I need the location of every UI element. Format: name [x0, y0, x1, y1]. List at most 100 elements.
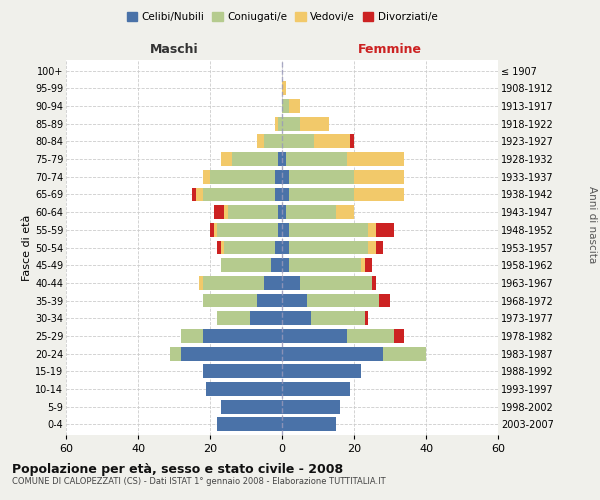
- Bar: [217, 240, 221, 254]
- Bar: [372, 276, 376, 290]
- Bar: [282, 99, 289, 113]
- Bar: [289, 170, 354, 183]
- Bar: [181, 329, 203, 343]
- Bar: [282, 294, 307, 308]
- Bar: [282, 400, 340, 413]
- Bar: [282, 312, 311, 325]
- Bar: [203, 170, 210, 183]
- Bar: [196, 188, 203, 202]
- Bar: [217, 223, 278, 236]
- Bar: [282, 152, 286, 166]
- Bar: [361, 258, 365, 272]
- Bar: [282, 170, 289, 183]
- Bar: [221, 240, 224, 254]
- Bar: [350, 134, 354, 148]
- Bar: [224, 205, 228, 219]
- Bar: [336, 205, 354, 219]
- Bar: [275, 188, 282, 202]
- Bar: [221, 258, 271, 272]
- Bar: [383, 346, 426, 360]
- Bar: [214, 205, 224, 219]
- Bar: [300, 276, 372, 290]
- Bar: [282, 346, 383, 360]
- Bar: [282, 205, 286, 219]
- Bar: [307, 294, 379, 308]
- Bar: [271, 258, 282, 272]
- Bar: [278, 205, 282, 219]
- Bar: [217, 312, 250, 325]
- Bar: [257, 294, 282, 308]
- Bar: [282, 382, 350, 396]
- Bar: [181, 346, 282, 360]
- Bar: [282, 188, 289, 202]
- Text: Maschi: Maschi: [149, 42, 199, 56]
- Bar: [365, 312, 368, 325]
- Bar: [376, 223, 394, 236]
- Bar: [347, 329, 394, 343]
- Bar: [278, 117, 282, 130]
- Bar: [278, 223, 282, 236]
- Bar: [264, 134, 282, 148]
- Text: COMUNE DI CALOPEZZATI (CS) - Dati ISTAT 1° gennaio 2008 - Elaborazione TUTTITALI: COMUNE DI CALOPEZZATI (CS) - Dati ISTAT …: [12, 478, 386, 486]
- Bar: [203, 364, 282, 378]
- Bar: [368, 240, 376, 254]
- Bar: [192, 188, 196, 202]
- Bar: [286, 205, 336, 219]
- Bar: [282, 329, 347, 343]
- Bar: [228, 205, 278, 219]
- Bar: [282, 418, 336, 432]
- Bar: [221, 152, 232, 166]
- Bar: [354, 170, 404, 183]
- Bar: [199, 276, 203, 290]
- Bar: [282, 258, 289, 272]
- Bar: [282, 82, 286, 95]
- Bar: [203, 188, 275, 202]
- Bar: [282, 134, 314, 148]
- Bar: [289, 258, 361, 272]
- Bar: [365, 258, 372, 272]
- Bar: [275, 240, 282, 254]
- Bar: [286, 152, 347, 166]
- Bar: [206, 382, 282, 396]
- Bar: [289, 223, 368, 236]
- Bar: [300, 117, 329, 130]
- Bar: [347, 152, 404, 166]
- Bar: [264, 276, 282, 290]
- Bar: [275, 117, 278, 130]
- Bar: [282, 364, 361, 378]
- Text: Popolazione per età, sesso e stato civile - 2008: Popolazione per età, sesso e stato civil…: [12, 462, 343, 475]
- Bar: [210, 223, 214, 236]
- Bar: [250, 312, 282, 325]
- Bar: [203, 276, 264, 290]
- Bar: [217, 418, 282, 432]
- Bar: [210, 170, 275, 183]
- Text: Femmine: Femmine: [358, 42, 422, 56]
- Bar: [282, 240, 289, 254]
- Bar: [203, 329, 282, 343]
- Bar: [289, 99, 300, 113]
- Bar: [314, 134, 350, 148]
- Bar: [289, 240, 368, 254]
- Bar: [282, 276, 300, 290]
- Bar: [379, 294, 390, 308]
- Legend: Celibi/Nubili, Coniugati/e, Vedovi/e, Divorziati/e: Celibi/Nubili, Coniugati/e, Vedovi/e, Di…: [122, 8, 442, 26]
- Bar: [221, 400, 282, 413]
- Bar: [224, 240, 275, 254]
- Bar: [368, 223, 376, 236]
- Bar: [278, 152, 282, 166]
- Bar: [282, 223, 289, 236]
- Bar: [203, 294, 257, 308]
- Bar: [354, 188, 404, 202]
- Bar: [311, 312, 365, 325]
- Bar: [275, 170, 282, 183]
- Bar: [232, 152, 278, 166]
- Bar: [289, 188, 354, 202]
- Bar: [214, 223, 217, 236]
- Text: Anni di nascita: Anni di nascita: [587, 186, 597, 264]
- Bar: [257, 134, 264, 148]
- Bar: [394, 329, 404, 343]
- Bar: [170, 346, 181, 360]
- Bar: [376, 240, 383, 254]
- Bar: [282, 117, 300, 130]
- Y-axis label: Fasce di età: Fasce di età: [22, 214, 32, 280]
